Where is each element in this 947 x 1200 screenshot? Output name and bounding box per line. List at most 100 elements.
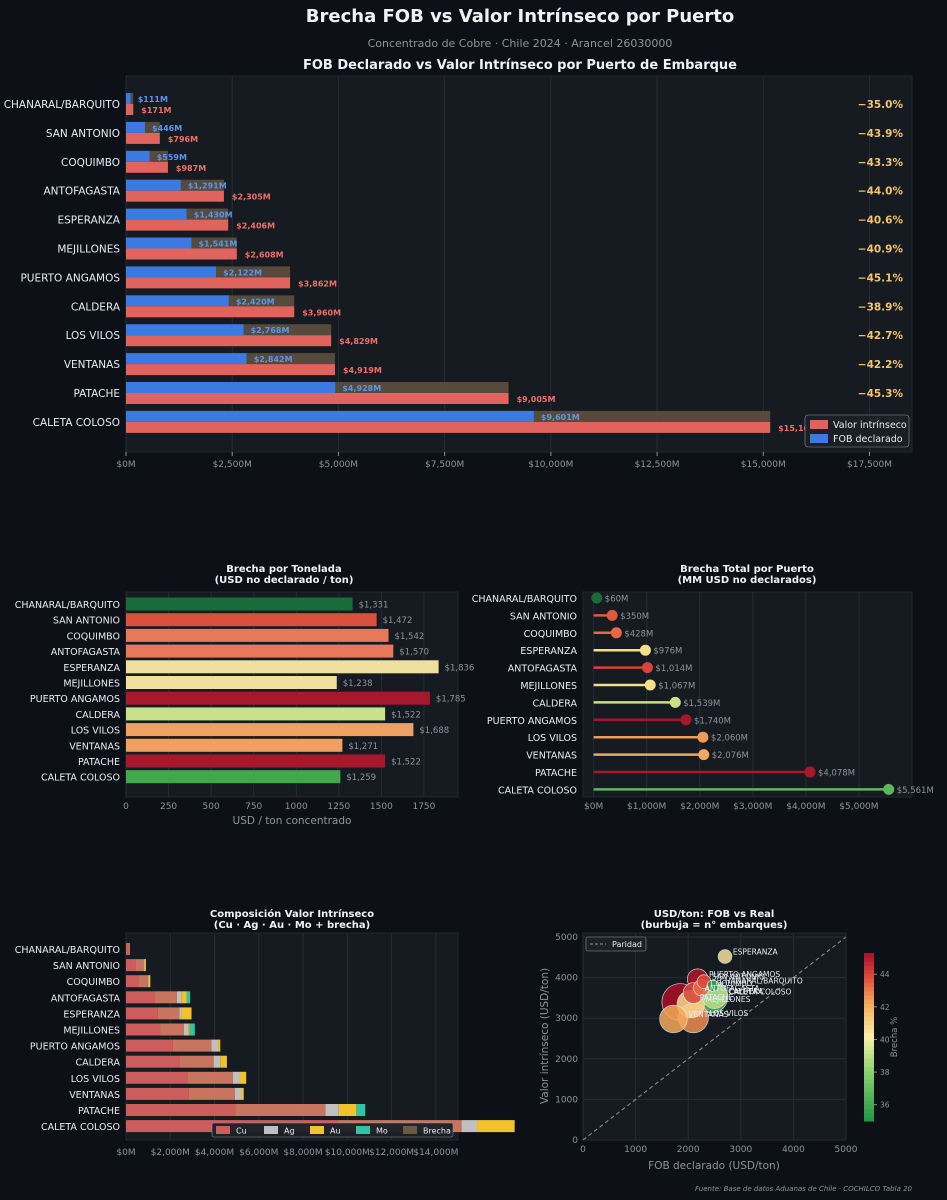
chart1-gap-bar — [216, 266, 291, 278]
chart5-colorbar-tick-label: 36 — [880, 1101, 890, 1110]
chart3-plot-area — [582, 591, 913, 798]
chart3-dot — [644, 679, 656, 691]
chart3-dot — [610, 627, 622, 639]
chart5-bubble-label: CALETA COLOSO — [729, 988, 792, 997]
chart4-segment-ag — [147, 975, 149, 988]
chart3-dot — [641, 662, 653, 674]
chart4-segment-mo — [189, 1023, 195, 1036]
chart4-category-label: PUERTO ANGAMOS — [30, 1042, 120, 1053]
chart5-bubble — [717, 949, 733, 964]
chart4-legend-swatch — [216, 1126, 230, 1134]
chart5-colorbar-segment — [864, 1037, 874, 1042]
chart1-gap-bar — [144, 121, 160, 133]
chart3-value-label: $976M — [653, 647, 682, 657]
chart5-colorbar-segment — [864, 1016, 874, 1021]
chart4-legend-label: Ag — [284, 1127, 295, 1136]
chart4-segment-au — [477, 1120, 515, 1133]
chart5-colorbar-segment — [864, 1112, 874, 1118]
chart3-x-tick-label: $2,000M — [680, 802, 719, 812]
chart4-segment-cu — [126, 1007, 158, 1020]
chart4-legend-swatch — [310, 1126, 324, 1134]
chart4-category-label: LOS VILOS — [71, 1074, 120, 1085]
chart2-category-label: COQUIMBO — [67, 631, 120, 642]
chart4-segment-brecha — [128, 943, 130, 955]
chart1-gap-pct-label: −44.0% — [858, 186, 904, 198]
chart2-bar — [126, 770, 341, 784]
chart2-bar — [126, 676, 337, 689]
chart1-gap-bar — [130, 93, 134, 104]
chart3-category-label: LOS VILOS — [528, 733, 577, 744]
chart3-category-label: CHANARAL/BARQUITO — [472, 594, 577, 605]
chart1-intrinsic-label: $2,406M — [236, 222, 275, 231]
chart4-segment-ag — [234, 1087, 242, 1100]
chart5-colorbar-segment — [864, 995, 874, 1000]
chart4-segment-au — [239, 1071, 247, 1084]
chart1-x-tick-label: $5,000M — [319, 460, 358, 470]
chart1-category-label: MEJILLONES — [57, 244, 120, 256]
chart5-colorbar-segment — [864, 1020, 874, 1025]
chart3-category-label: CALDERA — [533, 698, 578, 709]
chart1-fob-bar — [126, 295, 229, 307]
chart3-x-tick-label: $3,000M — [733, 802, 772, 812]
chart4-segment-mo — [186, 991, 191, 1004]
chart4-segment-ag — [179, 1007, 182, 1020]
chart2-category-label: PUERTO ANGAMOS — [30, 694, 120, 705]
chart4-legend-swatch — [356, 1126, 370, 1134]
chart3-x-tick-label: $5,000M — [839, 802, 878, 812]
chart1-category-label: ANTOFAGASTA — [43, 186, 120, 198]
chart5-colorbar-segment — [864, 1062, 874, 1067]
chart1-category-label: CALETA COLOSO — [33, 417, 120, 429]
chart4-segment-au — [218, 1039, 221, 1052]
chart3-subtitle: (MM USD no declarados) — [678, 575, 817, 586]
chart5-colorbar-segment — [864, 1074, 874, 1080]
chart2-x-tick-label: 500 — [203, 802, 220, 812]
chart3-dot — [591, 592, 603, 604]
chart4-segment-cu — [126, 1071, 188, 1084]
chart5-y-axis-label: Valor intrínseco (USD/ton) — [539, 968, 551, 1104]
chart5-bubble — [659, 1004, 688, 1034]
chart5-y-tick-label: 4000 — [555, 974, 578, 984]
chart3-value-label: $4,078M — [818, 769, 855, 779]
chart4-segment-au — [181, 1007, 192, 1020]
chart3-x-tick-label: $1,000M — [627, 802, 666, 812]
chart5-colorbar-segment — [864, 1041, 874, 1046]
chart1-category-label: PUERTO ANGAMOS — [20, 272, 120, 284]
chart2-bar — [126, 723, 414, 737]
chart1-gap-pct-label: −45.1% — [858, 272, 904, 284]
chart5-y-tick-label: 0 — [572, 1136, 578, 1146]
chart2-x-tick-label: 1000 — [285, 802, 308, 812]
chart5-x-tick-label: 2000 — [677, 1145, 700, 1155]
chart3-dot — [606, 609, 618, 621]
chart5-colorbar-segment — [864, 1066, 874, 1072]
chart5-colorbar-segment — [864, 1104, 874, 1109]
chart1-intrinsic-bar — [126, 104, 134, 115]
chart5-colorbar-segment — [864, 1116, 874, 1122]
chart5-colorbar-segment — [864, 1007, 874, 1013]
chart2-value-label: $1,259 — [346, 773, 376, 783]
chart4-segment-cu — [126, 1039, 173, 1052]
chart2-x-tick-label: 250 — [160, 802, 177, 812]
chart1-intrinsic-label: $796M — [168, 135, 198, 144]
chart2-x-tick-label: 750 — [245, 802, 262, 812]
chart1-fob-label: $2,122M — [223, 268, 262, 277]
chart1-fob-bar — [126, 324, 244, 336]
chart1-gap-bar — [228, 295, 295, 307]
chart5-parity-line — [582, 936, 847, 1141]
chart4-segment-cu — [126, 1087, 189, 1100]
chart1-fob-label: $559M — [157, 153, 187, 162]
chart1-legend-swatch — [810, 420, 828, 429]
chart2-value-label: $1,688 — [419, 726, 449, 736]
chart5-colorbar-segment — [864, 1058, 874, 1063]
chart4-x-tick-label: $12,000M — [369, 1148, 414, 1158]
chart1-fob-label: $446M — [152, 124, 182, 133]
chart4-x-tick-label: $2,000M — [151, 1148, 190, 1158]
chart5-colorbar-segment — [864, 1091, 874, 1097]
chart1-intrinsic-label: $171M — [141, 106, 171, 115]
chart1-intrinsic-bar — [126, 190, 224, 202]
chart3-category-label: VENTANAS — [526, 751, 577, 762]
chart1-fob-label: $2,768M — [251, 326, 290, 335]
chart1-fob-bar — [126, 237, 192, 249]
chart1-fob-label: $2,420M — [236, 297, 275, 306]
chart1-category-label: CALDERA — [71, 301, 121, 313]
chart1-category-label: CHANARAL/BARQUITO — [4, 99, 120, 111]
